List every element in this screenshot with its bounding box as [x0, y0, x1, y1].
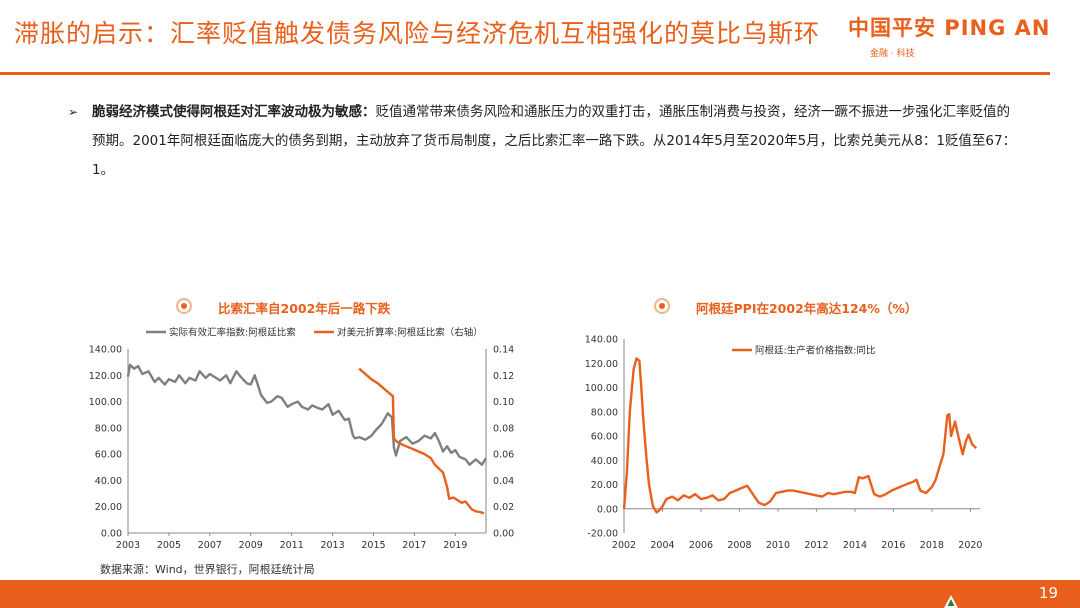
chart1-title-block: 比索汇率自2002年后一路下跌: [176, 298, 390, 317]
y-tick-label-left: 0.00: [101, 529, 122, 540]
y-tick-label-left: 20.00: [95, 502, 122, 513]
series-line-0: [126, 363, 488, 466]
y-tick-label-right: 0.12: [493, 371, 514, 382]
page-title: 滞胀的启示：汇率贬值触发债务风险与经济危机互相强化的莫比乌斯环: [14, 19, 821, 48]
footer-bar: [0, 580, 1080, 608]
ping-an-logo: 中国平安 PING AN 金融 · 科技: [848, 12, 1051, 64]
x-tick-label: 2020: [958, 540, 982, 551]
y-tick-label-right: 0.00: [493, 529, 514, 540]
x-tick-label: 2006: [689, 540, 713, 551]
x-tick-label: 2010: [766, 540, 790, 551]
y-tick-label-left: 40.00: [591, 456, 618, 467]
exchange-rate-chart: 0.00 20.00 40.00 60.00 80.00 100.00 120.00 140.…: [89, 327, 514, 552]
logo-main-text: 中国平安 PING AN: [848, 16, 1051, 40]
y-tick-label-left: 80.00: [95, 423, 122, 434]
x-tick-label: 2005: [157, 540, 181, 551]
x-tick-label: 2019: [443, 540, 467, 551]
legend-label: 实际有效汇率指数:阿根廷比索: [169, 327, 296, 339]
x-tick-label: 2016: [881, 540, 905, 551]
x-tick-label: 2012: [804, 540, 828, 551]
logo-mark-icon: [944, 595, 958, 608]
y-tick-label-left: 0.00: [597, 504, 618, 515]
series-line-0: [622, 357, 978, 514]
chart2-title-block: 阿根廷PPI在2002年高达124%（%）: [654, 298, 917, 317]
y-tick-label-left: 60.00: [591, 432, 618, 443]
x-tick-label: 2007: [198, 540, 222, 551]
x-tick-label: 2004: [650, 540, 674, 551]
bullet-text: 贬值通常带来债务风险和通胀压力的双重打击，通胀压制消费与投资，经济一蹶不振进一步…: [92, 104, 1017, 178]
y-tick-label-right: 0.04: [493, 476, 514, 487]
x-tick-label: 2013: [320, 540, 344, 551]
chart1-title: 比索汇率自2002年后一路下跌: [218, 301, 391, 316]
y-tick-label-left: 80.00: [591, 407, 618, 418]
bullet-paragraph: ➢ 脆弱经济模式使得阿根廷对汇率波动极为敏感：贬值通常带来债务风险和通胀压力的双…: [68, 98, 1022, 185]
legend-label: 对美元折算率:阿根廷比索（右轴）: [337, 327, 483, 339]
x-tick-label: 2011: [280, 540, 304, 551]
legend-label: 阿根廷:生产者价格指数:同比: [755, 345, 875, 357]
target-dot-icon: [176, 298, 192, 314]
y-tick-label-left: 40.00: [95, 476, 122, 487]
x-tick-label: 2018: [920, 540, 944, 551]
series-line-1: [358, 367, 485, 515]
y-tick-label-left: 60.00: [95, 450, 122, 461]
y-tick-label-left: 140.00: [585, 335, 618, 346]
x-tick-label: 2008: [727, 540, 751, 551]
y-tick-label-right: 0.08: [493, 423, 514, 434]
x-tick-label: 2014: [843, 540, 867, 551]
y-tick-label-left: 140.00: [89, 345, 122, 356]
y-tick-label-left: 100.00: [585, 383, 618, 394]
x-tick-label: 2003: [116, 540, 140, 551]
target-dot-icon: [654, 298, 670, 314]
y-tick-label-right: 0.02: [493, 502, 514, 513]
chart2-title: 阿根廷PPI在2002年高达124%（%）: [696, 301, 918, 316]
logo-sub-text: 金融 · 科技: [870, 49, 915, 59]
title-divider: [0, 72, 1050, 75]
x-tick-label: 2009: [239, 540, 263, 551]
y-tick-label-right: 0.14: [493, 345, 514, 356]
data-source-note: 数据来源：Wind，世界银行，阿根廷统计局: [100, 563, 315, 576]
y-tick-label-right: 0.10: [493, 397, 514, 408]
ppi-chart: -20.00 0.00 20.00 40.00 60.00 80.00 100.00 120.…: [585, 335, 983, 552]
page-number: 19: [1038, 584, 1058, 602]
bullet-bold-lead: 脆弱经济模式使得阿根廷对汇率波动极为敏感：: [92, 104, 376, 120]
x-tick-label: 2002: [612, 540, 636, 551]
y-tick-label-right: 0.06: [493, 450, 514, 461]
y-tick-label-left: -20.00: [587, 529, 618, 540]
y-tick-label-left: 100.00: [89, 397, 122, 408]
y-tick-label-left: 120.00: [585, 359, 618, 370]
arrow-bullet-icon: ➢: [68, 105, 79, 119]
x-tick-label: 2017: [402, 540, 426, 551]
y-tick-label-left: 120.00: [89, 371, 122, 382]
y-tick-label-left: 20.00: [591, 480, 618, 491]
x-tick-label: 2015: [361, 540, 385, 551]
